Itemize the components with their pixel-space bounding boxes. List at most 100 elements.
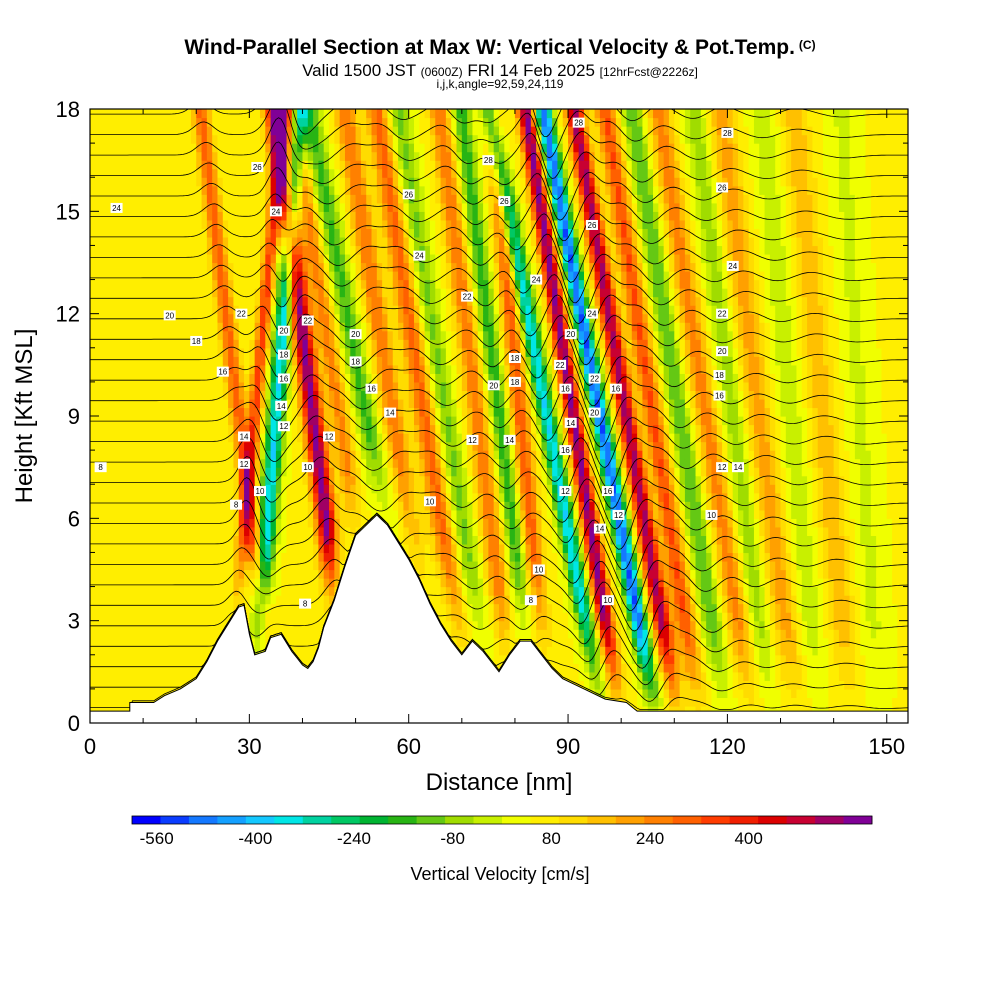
velocity-cell [838, 620, 845, 630]
velocity-cell [244, 501, 250, 511]
velocity-cell [642, 586, 649, 596]
velocity-cell [445, 629, 452, 639]
velocity-cell [711, 492, 718, 502]
velocity-cell [817, 458, 824, 468]
velocity-cell [414, 509, 420, 519]
velocity-cell [467, 484, 474, 494]
velocity-cell [334, 501, 341, 511]
velocity-cell [111, 586, 118, 596]
velocity-cell [376, 441, 383, 451]
velocity-cell [844, 467, 851, 477]
velocity-cell [143, 654, 150, 664]
velocity-cell [174, 578, 181, 588]
velocity-cell [536, 637, 543, 647]
velocity-cell [552, 637, 559, 647]
velocity-cell [589, 637, 596, 647]
velocity-cell [451, 475, 458, 485]
velocity-cell [642, 552, 649, 562]
velocity-cell [233, 450, 240, 460]
velocity-cell [578, 654, 585, 664]
velocity-cell [307, 560, 314, 571]
velocity-cell [870, 467, 877, 477]
velocity-cell [876, 543, 883, 554]
velocity-cell [286, 458, 293, 468]
velocity-cell [344, 441, 351, 451]
velocity-cell [424, 552, 431, 562]
velocity-cell [456, 475, 463, 485]
velocity-cell [817, 586, 824, 596]
velocity-cell [344, 475, 351, 485]
velocity-cell [865, 492, 872, 502]
velocity-cell [467, 603, 474, 613]
velocity-cell [833, 535, 840, 545]
velocity-cell [159, 654, 165, 664]
velocity-cell [111, 518, 118, 528]
velocity-cell [812, 484, 819, 494]
velocity-cell [185, 501, 192, 511]
velocity-cell [116, 518, 123, 528]
velocity-cell [323, 560, 330, 571]
velocity-cell [881, 560, 888, 571]
velocity-cell [764, 535, 771, 545]
velocity-cell [307, 646, 314, 656]
velocity-cell [100, 688, 107, 699]
velocity-cell [881, 620, 888, 630]
velocity-cell [653, 492, 659, 502]
velocity-cell [382, 475, 389, 485]
velocity-cell [137, 484, 144, 494]
velocity-cell [711, 697, 718, 707]
velocity-cell [849, 612, 856, 622]
velocity-cell [578, 467, 585, 477]
velocity-cell [121, 663, 128, 673]
velocity-cell [472, 569, 479, 579]
velocity-cell [541, 578, 548, 588]
velocity-cell [350, 509, 357, 519]
velocity-cell [228, 586, 235, 596]
velocity-cell [329, 535, 335, 545]
velocity-cell [137, 663, 144, 673]
velocity-cell [451, 586, 458, 596]
velocity-cell [780, 518, 787, 528]
velocity-cell [854, 620, 861, 630]
velocity-cell [865, 484, 872, 494]
velocity-cell [509, 484, 516, 494]
velocity-cell [844, 569, 851, 579]
velocity-cell [775, 586, 782, 596]
velocity-cell [509, 526, 516, 536]
velocity-cell [127, 501, 134, 511]
velocity-cell [429, 560, 436, 571]
velocity-cell [679, 501, 686, 511]
velocity-cell [780, 484, 787, 494]
velocity-cell [456, 603, 463, 613]
velocity-cell [95, 484, 102, 494]
velocity-cell [573, 603, 580, 613]
velocity-cell [302, 501, 309, 511]
velocity-cell [865, 578, 872, 588]
velocity-cell [637, 595, 644, 605]
velocity-cell [174, 492, 181, 502]
velocity-cell [206, 441, 213, 451]
velocity-cell [153, 629, 160, 639]
velocity-cell [897, 569, 904, 579]
velocity-cell [132, 492, 139, 502]
velocity-cell [679, 595, 686, 605]
velocity-cell [568, 560, 574, 571]
velocity-cell [174, 586, 181, 596]
velocity-cell [350, 441, 357, 451]
velocity-cell [902, 663, 908, 673]
velocity-cell [716, 637, 723, 647]
velocity-cell [621, 569, 628, 579]
velocity-cell [132, 560, 139, 571]
velocity-cell [318, 535, 325, 545]
velocity-cell [159, 680, 165, 690]
velocity-cell [833, 595, 840, 605]
velocity-cell [897, 646, 904, 656]
velocity-cell [307, 586, 314, 596]
velocity-cell [429, 484, 436, 494]
velocity-cell [111, 450, 118, 460]
velocity-cell [849, 475, 856, 485]
velocity-cell [334, 450, 341, 460]
velocity-cell [153, 552, 160, 562]
velocity-cell [621, 663, 628, 673]
velocity-cell [201, 654, 208, 664]
